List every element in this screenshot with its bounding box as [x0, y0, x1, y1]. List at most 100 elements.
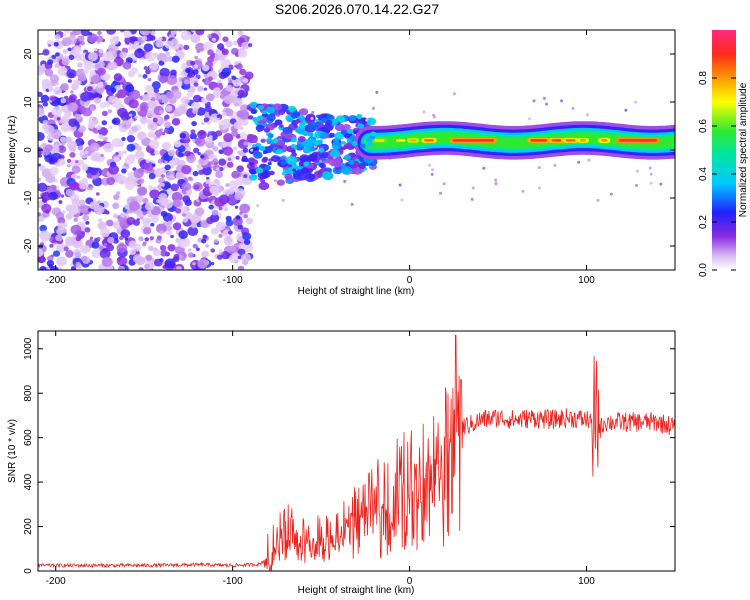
- heatmap-noise-cell: [204, 105, 212, 113]
- heatmap-noise-cell: [40, 231, 51, 242]
- heatmap-faint-cell: [537, 166, 541, 170]
- heatmap-transition-blob: [366, 137, 373, 143]
- heatmap-noise-cell: [97, 218, 103, 223]
- heatmap-transition-cell: [305, 113, 316, 122]
- heatmap-noise-cell: [174, 44, 180, 49]
- heatmap-noise-cell: [153, 258, 163, 267]
- heatmap-noise-cell: [203, 117, 210, 123]
- heatmap-noise-cell: [56, 256, 67, 267]
- heatmap-noise-cell: [237, 255, 242, 260]
- heatmap-noise-cell: [45, 78, 49, 83]
- heatmap-faint-cell: [609, 192, 613, 196]
- heatmap-noise-cell: [38, 212, 42, 217]
- heatmap-faint-cell: [281, 198, 285, 202]
- heatmap-noise-cell: [171, 55, 180, 63]
- heatmap-noise-cell: [218, 82, 223, 87]
- heatmap-transition-cell: [334, 123, 345, 132]
- heatmap-noise-cell: [52, 250, 61, 257]
- colorbar-tick-label: 0.4: [698, 167, 709, 181]
- heatmap-noise-cell: [164, 258, 176, 269]
- heatmap-noise-cell: [166, 74, 178, 85]
- heatmap-transition-blob: [332, 118, 339, 124]
- heatmap-noise-cell: [190, 129, 196, 134]
- heatmap-noise-cell: [237, 150, 242, 155]
- heatmap-transition-blob: [359, 143, 366, 149]
- heatmap-faint-cell: [482, 166, 486, 170]
- heatmap-noise-cell: [123, 80, 127, 85]
- heatmap-noise-cell: [106, 30, 117, 35]
- heatmap-noise-cell: [111, 137, 123, 148]
- heatmap-faint-cell: [596, 198, 600, 202]
- heatmap-noise-cell: [147, 213, 152, 218]
- colorbar-tick-label: 0.0: [698, 263, 709, 277]
- heatmap-noise-cell: [215, 180, 221, 186]
- heatmap-noise-cell: [122, 61, 132, 70]
- heatmap-faint-cell: [273, 179, 277, 183]
- heatmap-noise-cell: [143, 227, 152, 235]
- heatmap-transition-blob: [347, 128, 354, 134]
- heatmap-faint-cell: [659, 182, 663, 186]
- heatmap-noise-cell: [213, 87, 221, 94]
- heatmap-transition-cell: [290, 149, 296, 154]
- heatmap-noise-cell: [117, 107, 128, 118]
- heatmap-noise-cell: [203, 87, 208, 91]
- heatmap-noise-cell: [207, 76, 213, 81]
- heatmap-transition-cell: [301, 167, 309, 174]
- heatmap-faint-cell: [635, 169, 639, 173]
- heatmap-noise-cell: [103, 242, 108, 247]
- heatmap-noise-cell: [175, 266, 182, 270]
- heatmap-noise-cell: [38, 248, 44, 257]
- heatmap-noise-cell: [192, 108, 199, 114]
- heatmap-noise-cell: [163, 182, 171, 190]
- heatmap-noise-cell: [171, 191, 183, 202]
- heatmap-noise-cell: [187, 248, 192, 252]
- heatmap-noise-cell: [137, 73, 143, 78]
- heatmap-noise-cell: [88, 184, 93, 188]
- heatmap-noise-cell: [75, 236, 82, 242]
- heatmap-noise-cell: [38, 132, 45, 141]
- heatmap-noise-cell: [71, 165, 81, 174]
- heatmap-transition-cell: [260, 163, 266, 168]
- heatmap-noise-cell: [77, 125, 86, 133]
- heatmap-noise-cell: [195, 42, 206, 52]
- heatmap-noise-cell: [120, 212, 126, 218]
- heatmap-noise-cell: [91, 241, 100, 249]
- heatmap-noise-cell: [194, 136, 206, 147]
- heatmap-noise-cell: [193, 64, 199, 69]
- heatmap-noise-cell: [171, 118, 181, 126]
- heatmap-noise-cell: [144, 84, 154, 93]
- heatmap-noise-cell: [54, 63, 61, 69]
- heatmap-noise-cell: [109, 36, 120, 45]
- heatmap-noise-cell: [89, 236, 94, 240]
- heatmap-noise-cell: [141, 217, 151, 226]
- heatmap-noise-cell: [102, 73, 111, 81]
- heatmap-noise-cell: [164, 114, 170, 120]
- heatmap-noise-cell: [42, 49, 50, 56]
- heatmap-noise-cell: [223, 189, 228, 193]
- heatmap-noise-cell: [68, 118, 78, 127]
- heatmap-noise-cell: [70, 208, 78, 215]
- heatmap-noise-cell: [129, 248, 136, 255]
- heatmap-noise-cell: [177, 30, 183, 33]
- heatmap-transition-cell: [277, 140, 285, 146]
- heatmap-noise-cell: [84, 227, 91, 233]
- heatmap-noise-cell: [225, 183, 230, 187]
- heatmap-noise-cell: [167, 149, 176, 157]
- heatmap-noise-cell: [166, 226, 172, 231]
- heatmap-noise-cell: [77, 179, 89, 190]
- heatmap-transition-cell: [247, 115, 254, 120]
- heatmap-faint-cell: [422, 110, 426, 114]
- heatmap-noise-cell: [207, 34, 212, 39]
- heatmap-noise-cell: [142, 197, 149, 204]
- heatmap-noise-cell: [66, 158, 72, 163]
- heatmap-noise-cell: [143, 43, 153, 52]
- heatmap-transition-cell: [248, 174, 258, 181]
- heatmap-noise-cell: [234, 192, 244, 201]
- heatmap-noise-cell: [110, 87, 117, 93]
- heatmap-noise-cell: [77, 62, 83, 68]
- heatmap-noise-cell: [57, 222, 66, 230]
- heatmap-noise-cell: [39, 165, 46, 171]
- heatmap-noise-cell: [39, 224, 48, 232]
- heatmap-noise-cell: [71, 266, 77, 270]
- spectrogram-ytick-label: -20: [23, 238, 34, 253]
